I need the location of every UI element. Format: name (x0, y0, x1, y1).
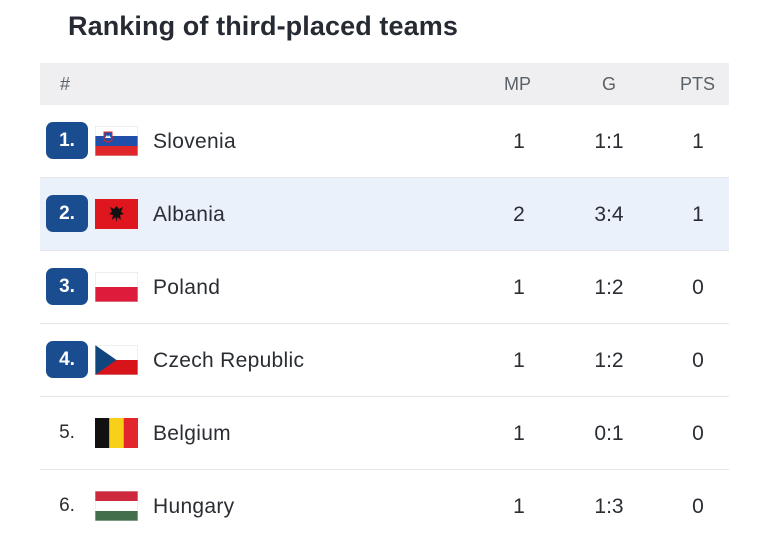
rank-badge: 2. (46, 195, 88, 232)
table-row[interactable]: 6. Hungary 1 1:3 0 (40, 470, 729, 543)
goals: 1:2 (594, 349, 624, 372)
column-header-g[interactable]: G (602, 74, 617, 94)
table-row[interactable]: 1. Slovenia 1 1:1 1 (40, 105, 729, 178)
column-header-mp[interactable]: MP (504, 74, 531, 94)
rank-badge: 4. (46, 341, 88, 378)
matches-played: 1 (513, 349, 525, 372)
albania-flag-icon (95, 199, 138, 229)
table-row[interactable]: 3. Poland 1 1:2 0 (40, 251, 729, 324)
rank-number: 6. (59, 495, 75, 516)
goals: 3:4 (594, 203, 624, 226)
matches-played: 1 (513, 422, 525, 445)
goals: 1:2 (594, 276, 624, 299)
belgium-flag-icon (95, 418, 138, 448)
table-row[interactable]: 2. Albania 2 3:4 1 (40, 178, 729, 251)
rank-badge: 1. (46, 122, 88, 159)
points: 1 (692, 203, 704, 226)
goals: 0:1 (594, 422, 624, 445)
team-name: Slovenia (153, 130, 236, 153)
points: 0 (692, 495, 704, 518)
standings-table: # MP G PTS 1. Slovenia 1 1:1 1 2. Albani… (40, 63, 729, 543)
column-header-rank: # (60, 74, 71, 94)
matches-played: 1 (513, 130, 525, 153)
rank-number: 5. (59, 422, 75, 443)
points: 0 (692, 422, 704, 445)
team-name: Czech Republic (153, 349, 305, 372)
table-row[interactable]: 5. Belgium 1 0:1 0 (40, 397, 729, 470)
table-header: # MP G PTS (40, 63, 729, 105)
goals: 1:3 (594, 495, 624, 518)
page-title: Ranking of third-placed teams (68, 11, 458, 41)
points: 0 (692, 349, 704, 372)
rank-badge: 3. (46, 268, 88, 305)
team-name: Albania (153, 203, 226, 226)
team-name: Hungary (153, 495, 235, 518)
points: 0 (692, 276, 704, 299)
slovenia-flag-icon (95, 126, 138, 156)
hungary-flag-icon (95, 491, 138, 521)
team-name: Poland (153, 276, 221, 299)
poland-flag-icon (95, 272, 138, 302)
table-row[interactable]: 4. Czech Republic 1 1:2 0 (40, 324, 729, 397)
team-name: Belgium (153, 422, 231, 445)
czech-republic-flag-icon (95, 345, 138, 375)
matches-played: 1 (513, 495, 525, 518)
matches-played: 1 (513, 276, 525, 299)
goals: 1:1 (594, 130, 624, 153)
points: 1 (692, 130, 704, 153)
matches-played: 2 (513, 203, 525, 226)
column-header-pts[interactable]: PTS (680, 74, 716, 94)
